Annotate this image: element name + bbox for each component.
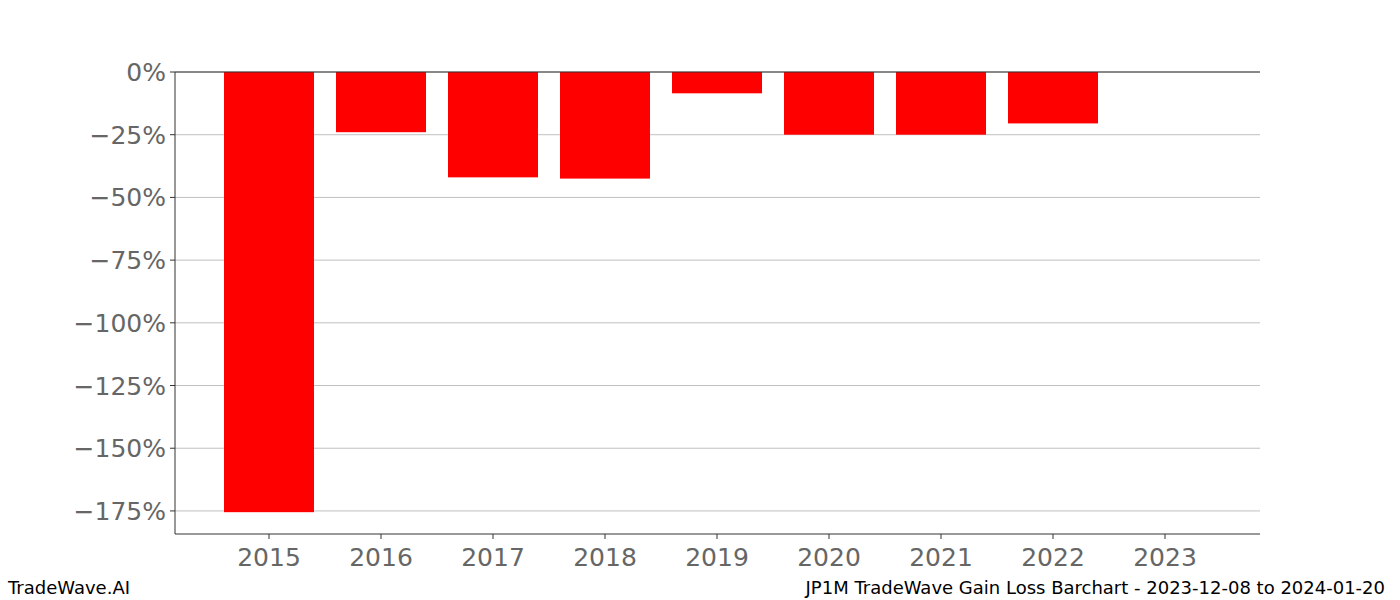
y-tick-label: −150% xyxy=(74,434,166,463)
bar xyxy=(448,72,538,177)
x-tick xyxy=(941,534,942,539)
y-tick xyxy=(170,260,175,261)
y-tick-label: −50% xyxy=(89,183,166,212)
left-spine xyxy=(175,72,176,534)
y-tick-label: −175% xyxy=(74,497,166,526)
title: JP1M TradeWave Gain Loss Barchart - 2023… xyxy=(805,577,1385,598)
bar xyxy=(784,72,874,135)
top-spine xyxy=(175,72,1260,73)
y-tick-label: −100% xyxy=(74,309,166,338)
y-tick xyxy=(170,134,175,135)
y-tick xyxy=(170,385,175,386)
y-tick-label: −25% xyxy=(89,121,166,150)
grid-line xyxy=(175,322,1260,323)
x-tick-label: 2020 xyxy=(797,543,861,572)
watermark: TradeWave.AI xyxy=(7,577,130,598)
bar xyxy=(560,72,650,179)
bars xyxy=(224,72,1098,512)
y-tick xyxy=(170,197,175,198)
bar xyxy=(224,72,314,512)
x-tick-label: 2021 xyxy=(909,543,973,572)
grid-line xyxy=(175,385,1260,386)
x-tick-label: 2018 xyxy=(573,543,637,572)
x-tick xyxy=(381,534,382,539)
x-tick-label: 2015 xyxy=(237,543,301,572)
x-tick-label: 2016 xyxy=(349,543,413,572)
y-tick xyxy=(170,448,175,449)
bar xyxy=(1008,72,1098,123)
bar xyxy=(896,72,986,135)
bar xyxy=(336,72,426,132)
x-tick xyxy=(717,534,718,539)
y-tick xyxy=(170,322,175,323)
x-tick-label: 2017 xyxy=(461,543,525,572)
chart: 0% −25% −50% −75% −100% −125% −150% −175% 2015 20… xyxy=(0,0,1400,600)
y-tick-label: −125% xyxy=(74,372,166,401)
y-tick xyxy=(170,510,175,511)
grid-line xyxy=(175,448,1260,449)
grid-line xyxy=(175,260,1260,261)
y-tick-label: −75% xyxy=(89,246,166,275)
x-tick-label: 2022 xyxy=(1021,543,1085,572)
x-tick xyxy=(269,534,270,539)
bar xyxy=(672,72,762,93)
grid-line xyxy=(175,72,1260,73)
y-tick-label: 0% xyxy=(126,58,166,87)
y-tick xyxy=(170,72,175,73)
x-tick xyxy=(605,534,606,539)
x-tick xyxy=(1165,534,1166,539)
x-tick-label: 2023 xyxy=(1133,543,1197,572)
grid-line xyxy=(175,134,1260,135)
x-tick-label: 2019 xyxy=(685,543,749,572)
x-tick xyxy=(829,534,830,539)
grid-line xyxy=(175,510,1260,511)
grid-line xyxy=(175,197,1260,198)
x-tick xyxy=(493,534,494,539)
x-tick xyxy=(1053,534,1054,539)
